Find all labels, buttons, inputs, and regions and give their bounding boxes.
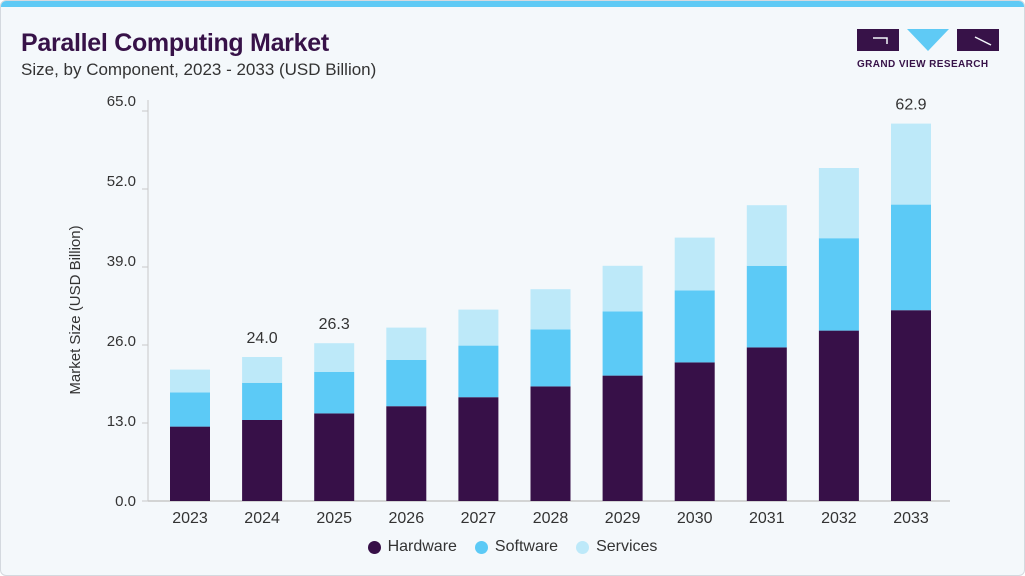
bar-software-2024 — [242, 382, 283, 420]
bar-services-2023 — [170, 369, 210, 393]
x-tick-label: 2025 — [316, 510, 352, 527]
legend: Hardware Software Services — [0, 538, 1025, 556]
bar-hardware-2027 — [458, 397, 499, 501]
bar-software-2030 — [674, 290, 715, 363]
logo-text: GRAND VIEW RESEARCH — [857, 59, 989, 70]
legend-item-software: Software — [474, 538, 559, 556]
data-label-2025: 26.3 — [319, 316, 350, 333]
bar-hardware-2028 — [530, 386, 571, 501]
bar-services-2024 — [242, 357, 283, 383]
bar-software-2025 — [314, 372, 355, 414]
x-tick-label: 2033 — [893, 510, 929, 527]
data-label-2024: 24.0 — [247, 330, 278, 347]
chart-title: Parallel Computing Market — [21, 29, 329, 57]
bar-services-2033 — [891, 123, 931, 205]
legend-dot-icon — [474, 540, 488, 554]
legend-label: Services — [596, 538, 658, 555]
bar-software-2027 — [458, 345, 499, 398]
bar-software-2023 — [170, 392, 210, 427]
x-tick-label: 2029 — [605, 510, 641, 527]
legend-label: Software — [494, 538, 559, 555]
x-tick-label: 2028 — [533, 510, 569, 527]
legend-label: Hardware — [387, 538, 457, 555]
grand-view-research-logo-icon — [857, 29, 999, 51]
chart-subtitle: Size, by Component, 2023 - 2033 (USD Bil… — [21, 60, 377, 79]
bar-services-2026 — [386, 327, 427, 360]
bar-hardware-2026 — [386, 406, 427, 501]
bar-hardware-2024 — [242, 420, 283, 501]
legend-item-hardware: Hardware — [367, 538, 457, 556]
bar-software-2032 — [818, 238, 859, 331]
bar-software-2031 — [746, 265, 787, 348]
bar-hardware-2031 — [746, 347, 787, 501]
legend-item-services: Services — [576, 538, 657, 556]
legend-dot-icon — [367, 540, 381, 554]
y-tick-label: 65.0 — [107, 93, 136, 110]
bar-hardware-2029 — [602, 375, 643, 501]
y-tick-label: 52.0 — [107, 173, 136, 190]
x-tick-label: 2031 — [749, 510, 785, 527]
bar-hardware-2033 — [891, 310, 931, 501]
bar-hardware-2023 — [170, 426, 210, 501]
y-tick-label: 0.0 — [115, 493, 136, 510]
data-label-2033: 62.9 — [895, 97, 926, 114]
bar-services-2025 — [314, 343, 355, 372]
bar-services-2032 — [818, 168, 859, 239]
bar-services-2028 — [530, 289, 571, 330]
x-tick-label: 2032 — [821, 510, 857, 527]
bar-software-2026 — [386, 360, 427, 407]
y-tick-label: 26.0 — [107, 333, 136, 350]
x-tick-label: 2024 — [244, 510, 280, 527]
legend-dot-icon — [576, 540, 590, 554]
bar-software-2033 — [891, 204, 931, 311]
y-axis-label: Market Size (USD Billion) — [67, 225, 84, 394]
bar-hardware-2030 — [674, 362, 715, 501]
x-tick-label: 2023 — [172, 510, 208, 527]
y-tick-label: 13.0 — [107, 413, 136, 430]
bar-services-2027 — [458, 309, 499, 346]
x-tick-label: 2027 — [461, 510, 497, 527]
bar-hardware-2025 — [314, 413, 355, 501]
bar-services-2030 — [674, 237, 715, 291]
x-tick-label: 2030 — [677, 510, 713, 527]
bar-services-2031 — [746, 205, 787, 266]
bar-software-2028 — [530, 329, 571, 387]
top-accent-stripe — [1, 1, 1024, 7]
bar-hardware-2032 — [818, 330, 859, 501]
bar-services-2029 — [602, 265, 643, 312]
bar-software-2029 — [602, 311, 643, 376]
x-tick-label: 2026 — [389, 510, 425, 527]
y-tick-label: 39.0 — [107, 253, 136, 270]
